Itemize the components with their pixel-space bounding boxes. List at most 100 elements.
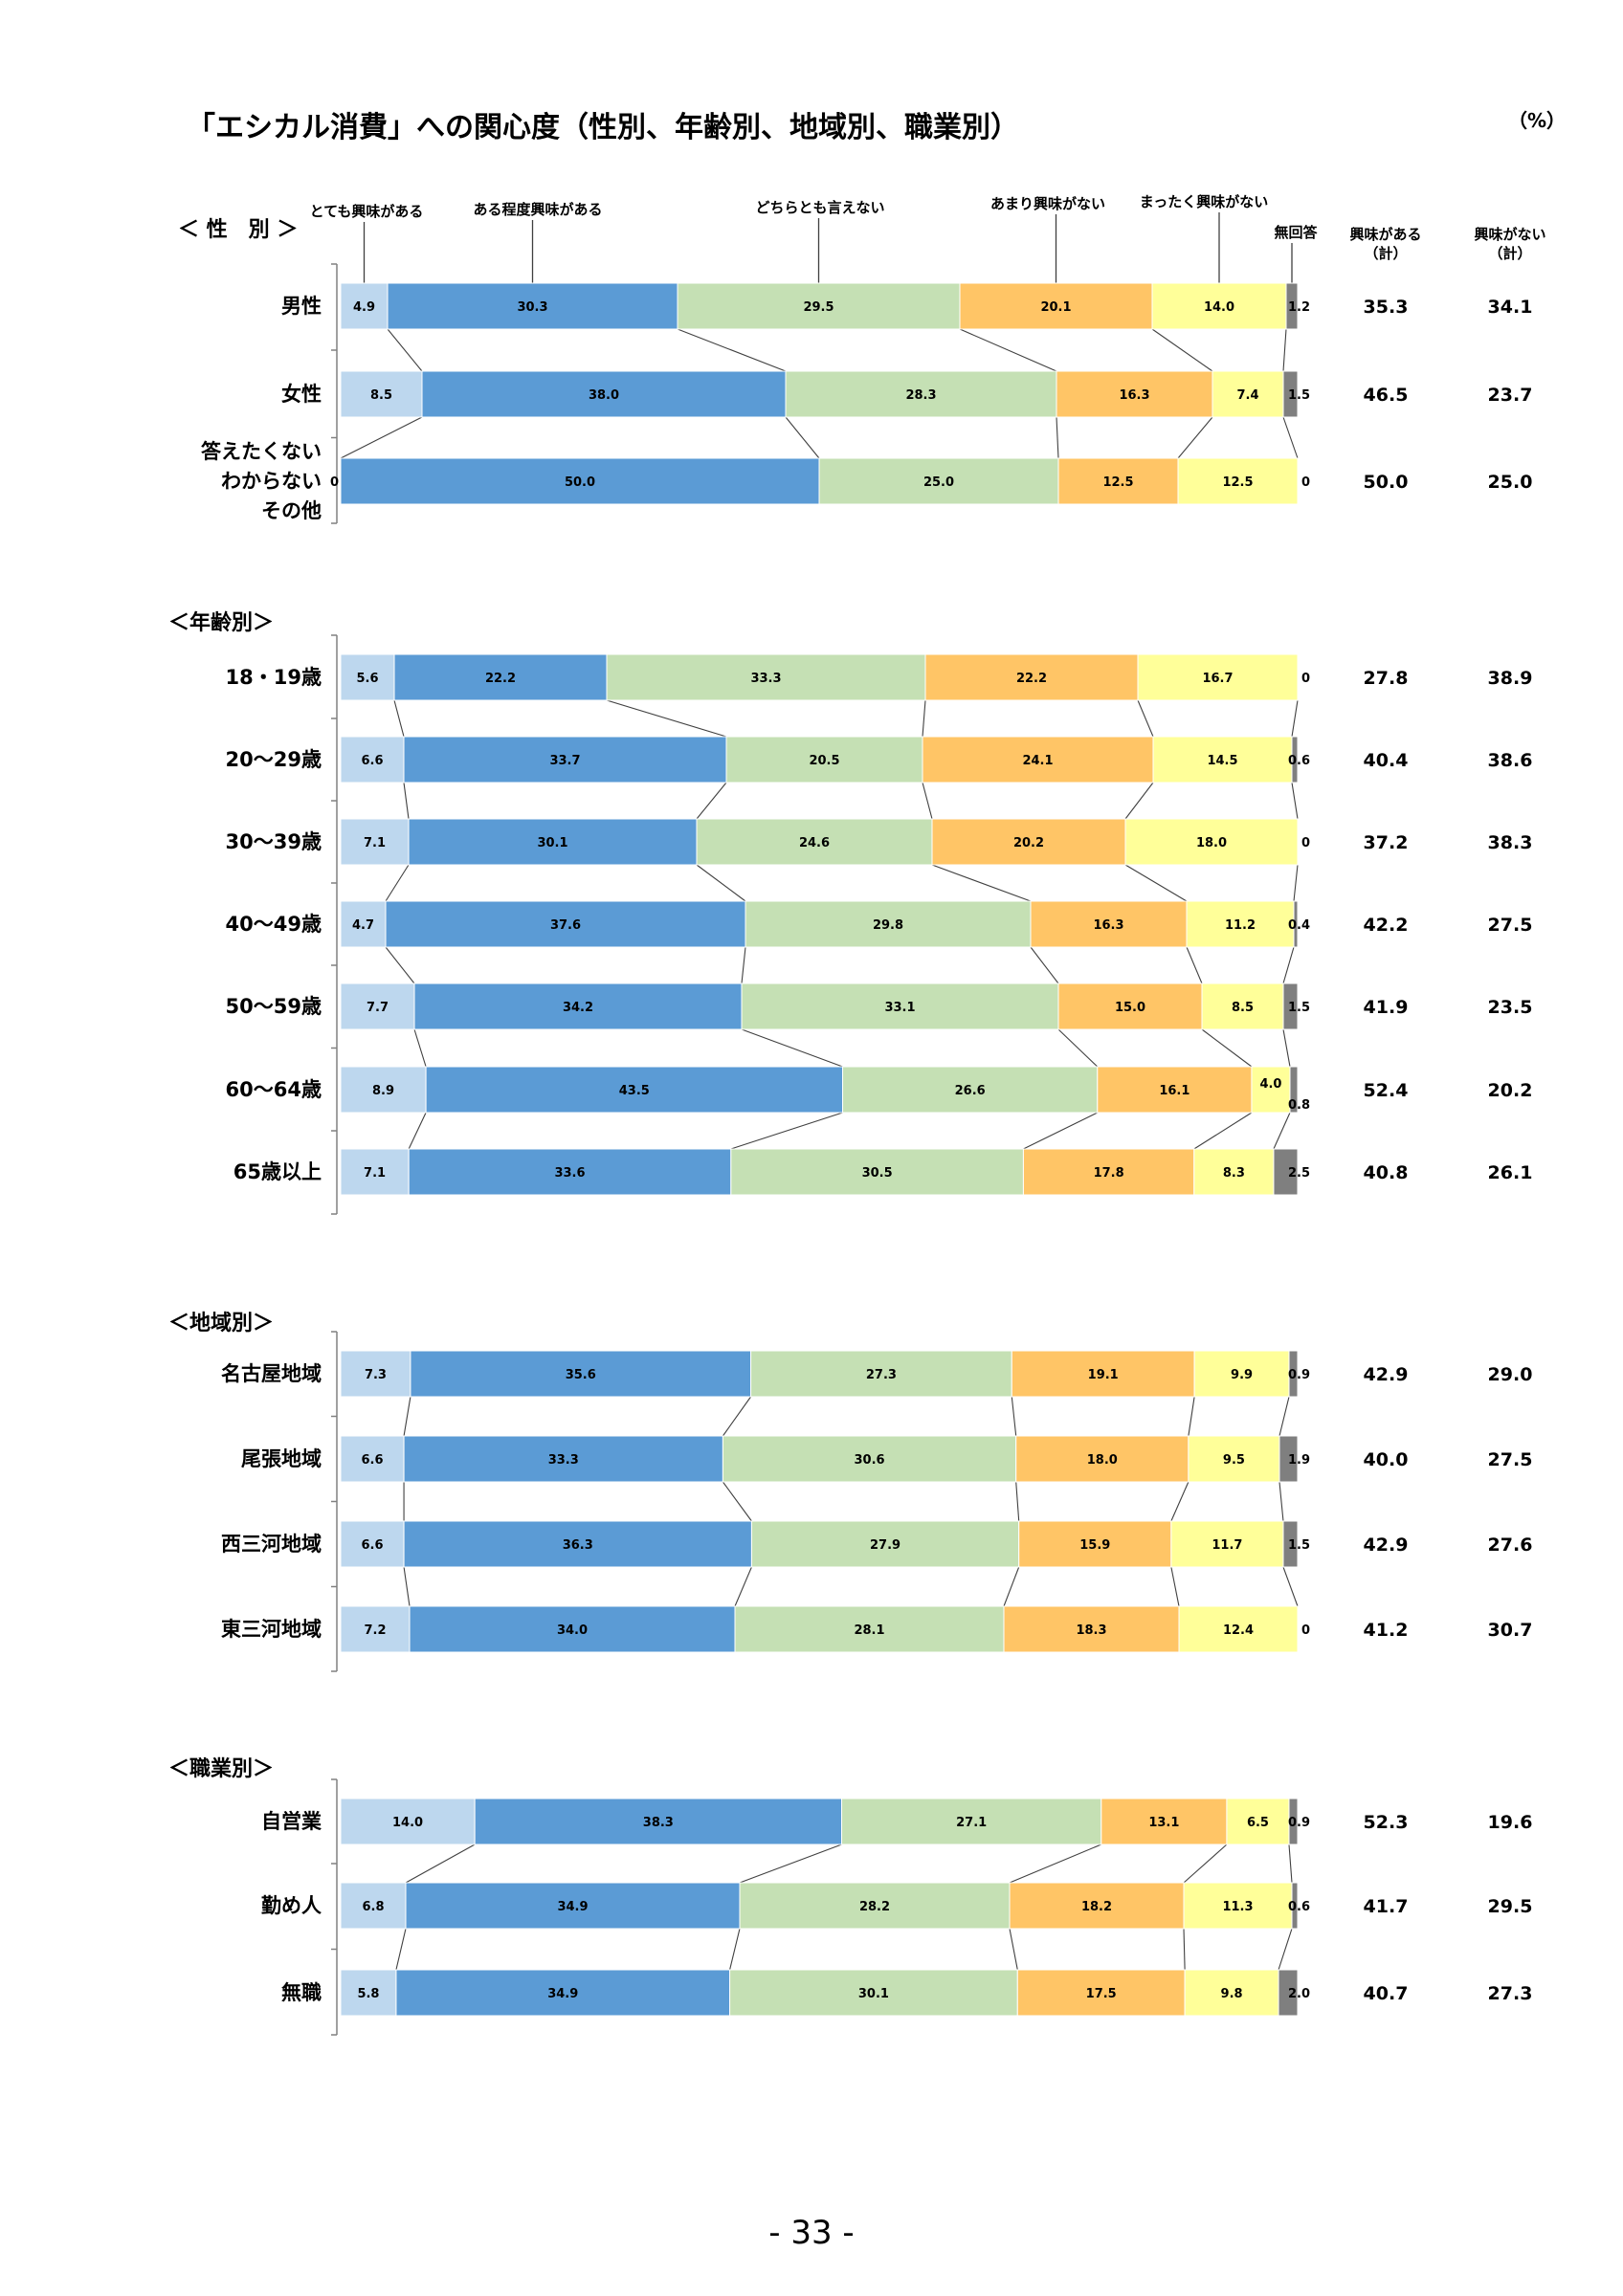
group-title: ＜ 性 別 ＞ (178, 218, 298, 242)
bar-segment (1009, 1882, 1185, 1930)
not-interested-total-value: 20.2 (1488, 1080, 1533, 1101)
series-connector-line (413, 1028, 427, 1068)
interested-total-value: 41.9 (1364, 997, 1409, 1018)
interested-total-value: 46.5 (1364, 385, 1409, 406)
connectors (340, 328, 1299, 1971)
segment-value-label: 9.9 (1231, 1368, 1253, 1382)
row-label: 尾張地域 (241, 1447, 322, 1470)
segment-value-label: 11.3 (1222, 1900, 1253, 1914)
interested-total-value: 40.0 (1364, 1449, 1409, 1470)
row-label: わからない (221, 470, 322, 493)
bar-segment (1022, 1148, 1195, 1196)
bar-segment (818, 457, 1059, 505)
bar-segment (1285, 282, 1299, 330)
interested-total-value: 42.2 (1364, 915, 1409, 936)
bar-segment (677, 282, 961, 330)
bar-segment (395, 1969, 731, 2017)
segment-value-label: 8.5 (1232, 1001, 1254, 1015)
bar-segment (1193, 1350, 1290, 1398)
segment-value-label: 0.8 (1288, 1098, 1310, 1113)
interested-total-value: 41.7 (1364, 1896, 1409, 1917)
legend-label: 無回答 (1274, 224, 1318, 241)
interested-total-header: 興味がある (1349, 226, 1421, 243)
row-label: 20～29歳 (226, 748, 322, 771)
bar-segment (1288, 1350, 1299, 1398)
bar-segment (1291, 1882, 1299, 1930)
bars (340, 282, 1299, 2017)
series-connector-line (1282, 1566, 1299, 1607)
bar-segment (1056, 370, 1213, 418)
segment-value-label: 0 (1301, 475, 1310, 490)
segment-value-label: 38.3 (643, 1816, 674, 1830)
bar-segment (1226, 1798, 1290, 1845)
series-connector-line (1124, 782, 1154, 820)
bar-segment (1178, 1605, 1299, 1653)
series-connector-line (1282, 328, 1287, 372)
bar-segment (340, 1066, 427, 1114)
bar-segment (340, 1798, 476, 1845)
segment-value-label: 6.6 (361, 754, 383, 768)
bar-segment (1101, 1798, 1228, 1845)
series-connector-line (1011, 1396, 1017, 1437)
bar-segment (1212, 370, 1284, 418)
row-label: 30～39歳 (226, 830, 322, 853)
segment-value-label: 18.0 (1196, 836, 1227, 850)
interested-total-value: 52.3 (1364, 1812, 1409, 1833)
legend-label: ある程度興味がある (473, 201, 602, 218)
bar-segment (1188, 1435, 1280, 1483)
bar-segment (1273, 1148, 1299, 1196)
series-connector-line (734, 1566, 752, 1607)
series-connector-line (403, 1396, 411, 1437)
bar-segment (1288, 1798, 1299, 1845)
series-connector-line (722, 1481, 752, 1522)
interested-total-value: 50.0 (1364, 472, 1409, 493)
series-connector-line (1288, 1843, 1293, 1884)
segment-value-label: 6.5 (1247, 1816, 1269, 1830)
series-connector-line (1170, 1481, 1189, 1522)
bar-segment (340, 1969, 397, 2017)
bar-segment (385, 900, 746, 948)
segment-value-label: 2.5 (1288, 1166, 1310, 1181)
bar-segment (340, 1605, 411, 1653)
segment-value-label: 25.0 (923, 475, 954, 490)
row-label: 東三河地域 (221, 1618, 322, 1641)
segment-value-label: 22.2 (1016, 672, 1047, 686)
segment-value-label: 8.5 (370, 388, 392, 403)
segment-value-label: 0.9 (1288, 1816, 1310, 1830)
segment-value-label: 15.0 (1115, 1001, 1145, 1015)
series-connector-line (730, 1112, 843, 1150)
not-interested-total-value: 34.1 (1488, 297, 1533, 318)
segment-value-label: 1.9 (1288, 1453, 1310, 1468)
segment-value-label: 13.1 (1148, 1816, 1179, 1830)
bar-segment (739, 1882, 1011, 1930)
segment-value-label: 20.2 (1013, 836, 1044, 850)
segment-value-label: 24.6 (799, 836, 830, 850)
labels: 4.9 30.3 29.5 20.1 14.0 1.2 男性 35.3 34.1 8.5 38.0 2… (201, 295, 1532, 2004)
series-connector-line (1278, 1928, 1293, 1971)
interested-total-value: 42.9 (1364, 1534, 1409, 1556)
bar-segment (408, 1148, 732, 1196)
bar-segment (340, 736, 405, 784)
series-connector-line (1009, 1843, 1102, 1884)
series-connector-line (931, 864, 1032, 902)
bar-segment (1170, 1520, 1284, 1568)
group-title: ＜年齢別＞ (168, 610, 274, 635)
interested-total-value: 27.8 (1364, 668, 1409, 689)
interested-total-header: （計） (1364, 245, 1407, 262)
segment-value-label: 9.5 (1223, 1453, 1245, 1468)
series-connector-line (1023, 1112, 1099, 1150)
bar-segment (340, 457, 820, 505)
segment-value-label: 7.4 (1236, 388, 1258, 403)
bar-segment (1186, 900, 1295, 948)
row-label: 西三河地域 (221, 1533, 322, 1556)
unit-label: （%） (1508, 109, 1566, 132)
bar-segment (340, 1148, 410, 1196)
bar-segment (408, 818, 698, 866)
segment-value-label: 33.3 (548, 1453, 579, 1468)
segment-value-label: 6.8 (362, 1900, 384, 1914)
series-connector-line (1030, 946, 1059, 984)
segment-value-label: 0 (1301, 1623, 1310, 1638)
series-connector-line (785, 416, 820, 459)
bar-segment (1151, 282, 1287, 330)
